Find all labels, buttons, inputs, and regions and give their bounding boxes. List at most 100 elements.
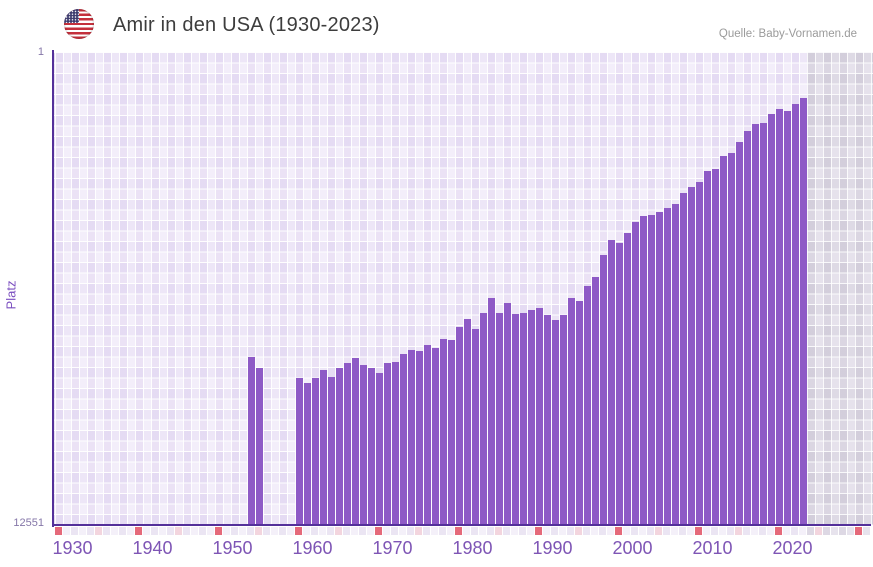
bar-2005[interactable]: [655, 212, 663, 525]
bar-1963[interactable]: [319, 370, 327, 525]
year-cell-1992: [551, 527, 558, 535]
year-cell-1943: [159, 527, 166, 535]
bar-1961[interactable]: [303, 383, 311, 525]
bar-1991[interactable]: [543, 315, 551, 525]
bar-2021[interactable]: [783, 111, 791, 525]
year-cell-1939: [127, 527, 134, 535]
bar-2017[interactable]: [751, 124, 759, 525]
bar-2019[interactable]: [767, 114, 775, 525]
bar-2010[interactable]: [695, 182, 703, 525]
x-axis-line: [52, 524, 871, 526]
year-cell-1988: [519, 527, 526, 535]
bar-2013[interactable]: [719, 156, 727, 525]
bar-1969[interactable]: [367, 368, 375, 525]
bar-1988[interactable]: [519, 313, 527, 525]
bar-1990[interactable]: [535, 308, 543, 525]
bar-1964[interactable]: [327, 377, 335, 525]
year-cell-2000: [615, 527, 622, 535]
year-cell-2001: [623, 527, 630, 535]
bar-1977[interactable]: [431, 348, 439, 525]
year-cell-1931: [63, 527, 70, 535]
year-cell-2028: [839, 527, 846, 535]
bar-1992[interactable]: [551, 320, 559, 525]
bar-1976[interactable]: [423, 345, 431, 525]
year-cell-1969: [367, 527, 374, 535]
bar-2011[interactable]: [703, 171, 711, 525]
bar-2023[interactable]: [799, 98, 807, 525]
bar-1985[interactable]: [495, 313, 503, 525]
bar-1967[interactable]: [351, 358, 359, 525]
bar-1965[interactable]: [335, 368, 343, 525]
bar-2003[interactable]: [639, 216, 647, 525]
year-cell-1989: [527, 527, 534, 535]
future-no-data-region: [807, 52, 873, 525]
bar-2001[interactable]: [623, 233, 631, 525]
bar-1996[interactable]: [583, 286, 591, 525]
year-cell-1959: [287, 527, 294, 535]
bar-1994[interactable]: [567, 298, 575, 525]
bar-1995[interactable]: [575, 301, 583, 525]
bar-2022[interactable]: [791, 104, 799, 525]
bar-1954[interactable]: [247, 357, 255, 525]
year-cell-1947: [191, 527, 198, 535]
year-cell-1987: [511, 527, 518, 535]
bar-1971[interactable]: [383, 363, 391, 525]
bar-1979[interactable]: [447, 340, 455, 525]
year-cell-1965: [335, 527, 342, 535]
year-cell-1933: [79, 527, 86, 535]
bar-1974[interactable]: [407, 350, 415, 525]
bar-1984[interactable]: [487, 298, 495, 525]
bar-1973[interactable]: [399, 354, 407, 525]
bar-1993[interactable]: [559, 315, 567, 525]
bar-2014[interactable]: [727, 153, 735, 525]
bar-1972[interactable]: [391, 362, 399, 525]
bar-1966[interactable]: [343, 363, 351, 525]
bar-1981[interactable]: [463, 319, 471, 525]
bar-1968[interactable]: [359, 365, 367, 525]
year-cell-1938: [119, 527, 126, 535]
bar-2006[interactable]: [663, 208, 671, 525]
year-cell-2026: [823, 527, 830, 535]
year-cell-2029: [847, 527, 854, 535]
bar-1983[interactable]: [479, 313, 487, 525]
bar-1960[interactable]: [295, 378, 303, 525]
bar-2000[interactable]: [615, 243, 623, 525]
year-cell-1986: [503, 527, 510, 535]
bar-1980[interactable]: [455, 327, 463, 525]
bar-1955[interactable]: [255, 368, 263, 525]
bar-2008[interactable]: [679, 193, 687, 525]
year-cell-2007: [671, 527, 678, 535]
bar-2018[interactable]: [759, 123, 767, 525]
bar-1998[interactable]: [599, 255, 607, 525]
bar-1989[interactable]: [527, 310, 535, 525]
bar-2002[interactable]: [631, 222, 639, 525]
bar-1962[interactable]: [311, 378, 319, 525]
year-cell-1934: [87, 527, 94, 535]
bar-1978[interactable]: [439, 339, 447, 525]
x-axis-label-1950: 1950: [212, 538, 253, 558]
bar-1987[interactable]: [511, 314, 519, 525]
bar-2015[interactable]: [735, 142, 743, 525]
year-cell-1994: [567, 527, 574, 535]
x-axis-label-1970: 1970: [372, 538, 413, 558]
bar-1986[interactable]: [503, 303, 511, 525]
bar-2009[interactable]: [687, 187, 695, 525]
bar-2016[interactable]: [743, 131, 751, 525]
bar-2007[interactable]: [671, 204, 679, 525]
year-cell-1962: [311, 527, 318, 535]
bar-1970[interactable]: [375, 373, 383, 525]
bar-2012[interactable]: [711, 169, 719, 525]
year-cell-2017: [751, 527, 758, 535]
year-cell-1961: [303, 527, 310, 535]
bar-1982[interactable]: [471, 329, 479, 525]
year-cell-1951: [223, 527, 230, 535]
x-axis-label-2010: 2010: [692, 538, 733, 558]
year-cell-2025: [815, 527, 822, 535]
bar-1975[interactable]: [415, 351, 423, 525]
bar-1997[interactable]: [591, 277, 599, 525]
bar-1999[interactable]: [607, 240, 615, 525]
bar-2020[interactable]: [775, 109, 783, 525]
bar-2004[interactable]: [647, 215, 655, 525]
year-cell-2027: [831, 527, 838, 535]
